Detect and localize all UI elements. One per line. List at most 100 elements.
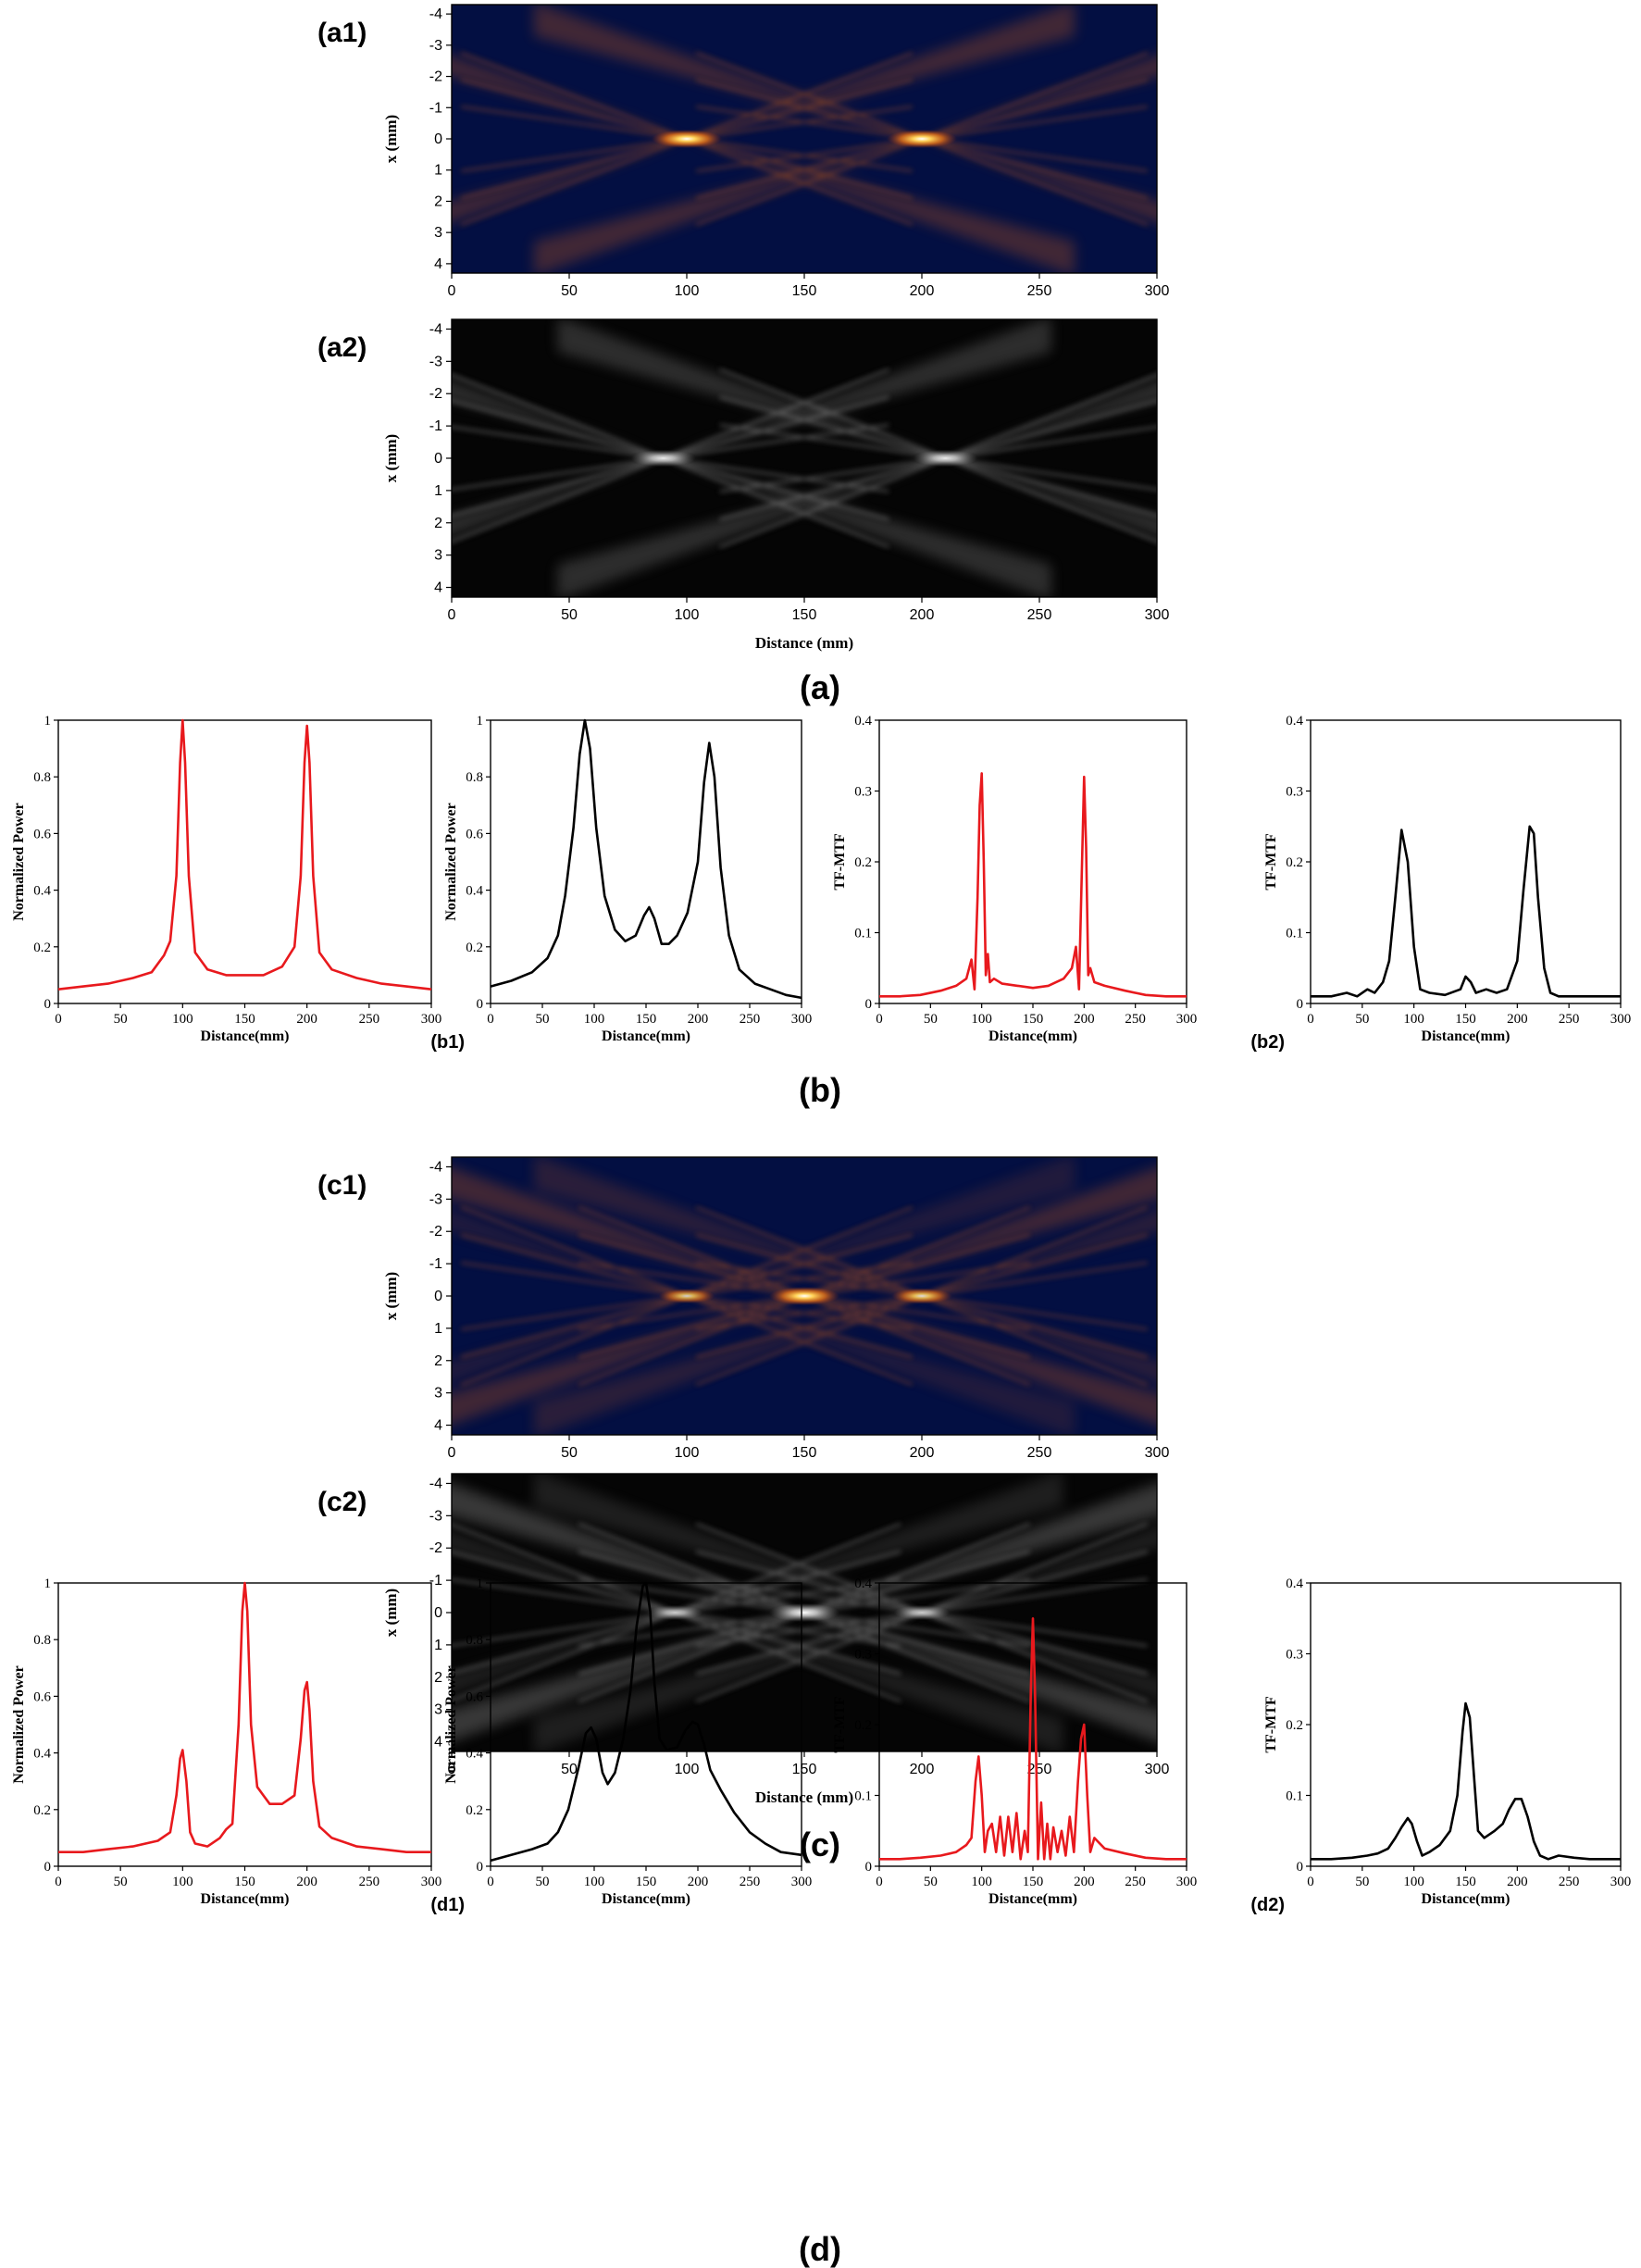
series-line — [879, 1617, 1187, 1861]
x-tick-label: 50 — [536, 1875, 550, 1889]
y-tick-label: -2 — [429, 1224, 442, 1240]
y-tick-label: 0.1 — [854, 927, 872, 941]
y-tick-label: 0 — [434, 131, 442, 147]
heatmap-a2: 0 50 100 150 200 250 300 -4 -3 -2 -1 0 1 2 3 4 x (mm) Dis… — [317, 318, 1169, 652]
x-tick-label: 50 — [536, 1012, 550, 1027]
y-tick-label: 0.8 — [33, 1633, 51, 1648]
y-axis-label: TF-MTF — [1263, 833, 1279, 891]
group-label-d: (d) — [799, 2230, 841, 2268]
group-label-c: (c) — [800, 1826, 840, 1863]
y-tick-label: 0.4 — [466, 1747, 483, 1762]
group-label-a: (a) — [800, 668, 840, 706]
focus-spot — [630, 449, 696, 467]
y-tick-label: -4 — [429, 1476, 442, 1491]
x-tick-label: 0 — [448, 1762, 456, 1777]
y-axis-label: TF-MTF — [832, 1696, 848, 1753]
plot-frame — [1310, 1582, 1622, 1867]
y-axis-label: Normalized Power — [11, 803, 27, 921]
y-tick-label: 4 — [434, 580, 442, 596]
y-tick-label: 0 — [44, 1860, 52, 1875]
y-tick-label: 0.3 — [854, 1648, 872, 1663]
x-tick-label: 50 — [924, 1875, 938, 1889]
x-tick-label: 100 — [675, 1762, 700, 1777]
y-tick-label: 0 — [865, 997, 873, 1012]
series-line — [490, 718, 802, 1000]
line-chart-b2-sim: 0 50 100 150 200 250 300 0 0.1 0.2 0.3 0.4 TF-MTF Dis… — [832, 714, 1197, 1044]
focus-spot — [891, 1288, 952, 1304]
panel-label: (d1) — [430, 1895, 465, 1915]
x-tick-label: 150 — [636, 1012, 657, 1027]
heatmap-background — [452, 319, 1157, 597]
focus-spot — [887, 130, 957, 148]
x-tick-label: 100 — [675, 283, 700, 299]
x-axis-label: Distance(mm) — [201, 1028, 290, 1044]
x-tick-label: 150 — [792, 1762, 817, 1777]
x-tick-label: 250 — [359, 1012, 380, 1027]
y-tick-label: 3 — [434, 1702, 442, 1718]
x-tick-label: 200 — [1074, 1875, 1095, 1889]
x-tick-label: 100 — [1403, 1012, 1424, 1027]
x-tick-label: 150 — [234, 1012, 255, 1027]
y-axis-label: x (mm) — [382, 115, 400, 163]
plot-frame — [878, 719, 1187, 1004]
x-tick-label: 100 — [675, 607, 700, 623]
plot-frame — [57, 1582, 432, 1867]
series-line — [1311, 1701, 1621, 1861]
y-tick-label: -1 — [429, 1573, 442, 1589]
y-axis-label: x (mm) — [382, 1272, 400, 1320]
y-tick-label: 0 — [865, 1860, 873, 1875]
line-chart-d1-sim: 0 50 100 150 200 250 300 0 0.2 0.4 0.6 0.8 1 Normaliz… — [11, 1576, 441, 1907]
y-tick-label: 0.4 — [854, 714, 872, 729]
x-tick-label: 0 — [487, 1012, 494, 1027]
y-tick-label: 0.8 — [466, 1633, 483, 1648]
y-tick-label: 0.1 — [854, 1789, 872, 1804]
y-tick-label: -4 — [429, 321, 442, 337]
x-tick-label: 250 — [1027, 1445, 1052, 1461]
x-tick-label: 300 — [791, 1875, 813, 1889]
x-tick-label: 250 — [1559, 1875, 1580, 1889]
y-tick-label: -3 — [429, 1191, 442, 1207]
y-tick-label: 0.6 — [466, 827, 483, 841]
y-tick-label: 1 — [434, 1321, 442, 1337]
focus-spot — [646, 1605, 703, 1620]
y-tick-label: 0.2 — [33, 1803, 51, 1818]
series-line — [1311, 825, 1621, 998]
y-tick-label: 4 — [434, 256, 442, 272]
x-tick-label: 300 — [1176, 1875, 1198, 1889]
group-label-b: (b) — [799, 1071, 841, 1109]
x-tick-label: 0 — [876, 1875, 883, 1889]
x-tick-label: 150 — [1023, 1875, 1044, 1889]
x-tick-label: 150 — [792, 607, 817, 623]
line-chart-d2-sim: 0 50 100 150 200 250 300 0 0.1 0.2 0.3 0.4 TF-MTF Dis… — [832, 1576, 1197, 1907]
x-tick-label: 250 — [1027, 607, 1052, 623]
y-tick-label: 0.8 — [466, 770, 483, 785]
panel-label: (a1) — [317, 18, 367, 48]
y-tick-label: 0 — [477, 997, 484, 1012]
focus-spot — [658, 1289, 715, 1303]
x-tick-label: 100 — [172, 1012, 193, 1027]
y-tick-label: 0.6 — [33, 1689, 51, 1704]
y-axis-label: TF-MTF — [832, 833, 848, 891]
x-tick-label: 150 — [636, 1875, 657, 1889]
y-tick-label: 0.8 — [33, 770, 51, 785]
y-tick-label: -2 — [429, 386, 442, 402]
plot-frame — [57, 719, 432, 1004]
x-tick-label: 100 — [584, 1012, 605, 1027]
x-tick-label: 300 — [1145, 1762, 1170, 1777]
x-tick-label: 0 — [448, 607, 456, 623]
y-tick-label: 4 — [434, 1418, 442, 1434]
y-axis-label: Normalized Power — [443, 1665, 459, 1784]
x-tick-label: 100 — [584, 1875, 605, 1889]
x-tick-label: 300 — [1176, 1012, 1198, 1027]
y-tick-label: 0.2 — [33, 941, 51, 955]
y-tick-label: 1 — [477, 714, 484, 729]
y-tick-label: 1 — [44, 1576, 52, 1591]
y-tick-label: 0.4 — [33, 884, 51, 899]
y-tick-label: 0 — [434, 1289, 442, 1304]
y-tick-label: -4 — [429, 6, 442, 22]
x-tick-label: 0 — [487, 1875, 494, 1889]
y-tick-label: 2 — [434, 193, 442, 209]
line-chart-d1-exp: 0 50 100 150 200 250 30000.20.40.60.81Normaliz… — [430, 1576, 812, 1915]
x-tick-label: 200 — [910, 1445, 935, 1461]
focus-spot — [913, 449, 978, 467]
